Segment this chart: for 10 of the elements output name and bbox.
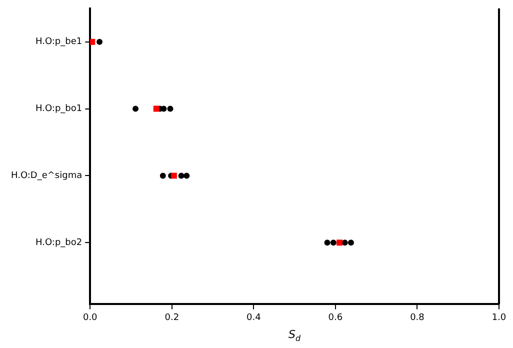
x-tick-label: 0.6 [328, 312, 343, 323]
y-tick-label: H.O:p_bo1 [36, 104, 82, 114]
y-tick-label: H.O:p_bo2 [36, 238, 82, 248]
x-tick-label: 1.0 [492, 312, 506, 323]
y-tick-label: H.O:p_be1 [35, 37, 82, 48]
x-tick-label: 0.2 [164, 312, 180, 323]
y-tick-label: H.O:D_e^sigma [10, 171, 82, 182]
x-tick-label: 0.0 [82, 312, 98, 323]
x-tick-label: 0.4 [246, 312, 262, 323]
x-tick-label: 0.8 [410, 312, 425, 323]
